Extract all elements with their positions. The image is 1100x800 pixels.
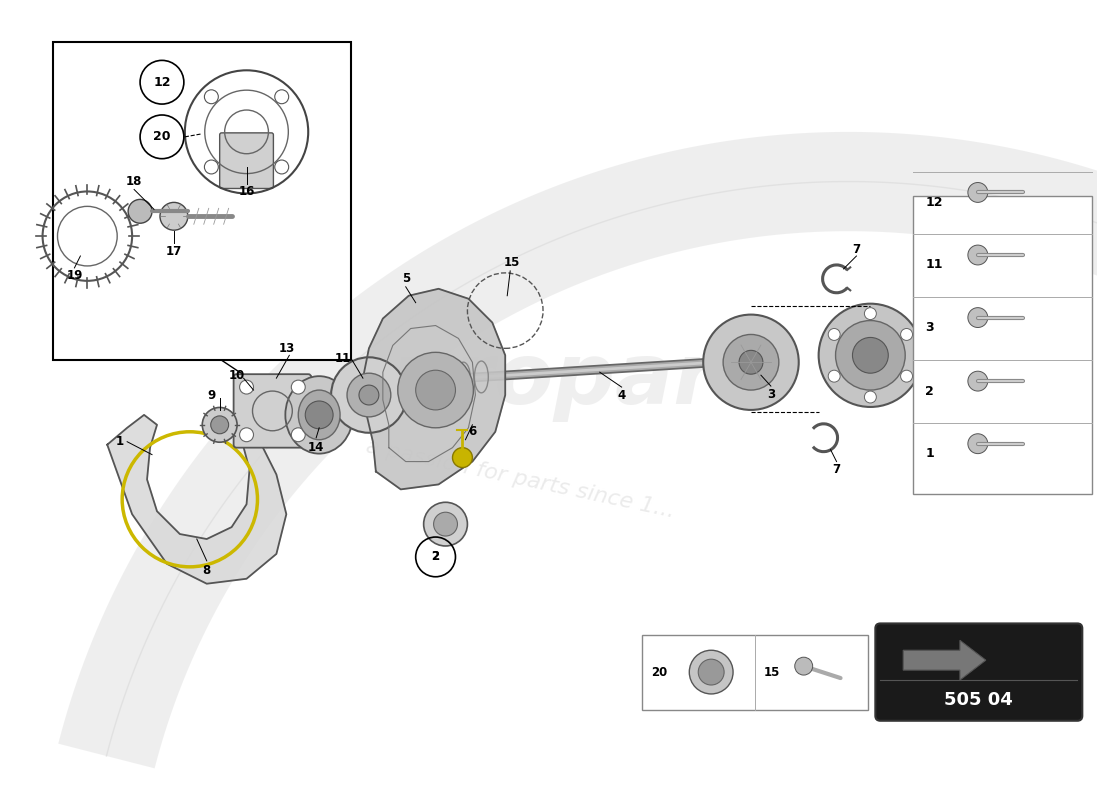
Text: 11: 11	[925, 258, 943, 271]
Text: 20: 20	[153, 130, 170, 143]
Text: 2: 2	[431, 550, 440, 563]
Circle shape	[202, 407, 238, 442]
Circle shape	[240, 428, 253, 442]
Text: 14: 14	[308, 441, 324, 454]
Circle shape	[128, 199, 152, 223]
Text: 16: 16	[239, 185, 255, 198]
Text: europarc: europarc	[332, 338, 768, 422]
FancyBboxPatch shape	[233, 374, 311, 448]
Text: 3: 3	[767, 387, 774, 401]
Text: 13: 13	[278, 342, 295, 355]
Circle shape	[968, 308, 988, 327]
FancyBboxPatch shape	[220, 133, 274, 189]
Text: 2: 2	[431, 550, 440, 563]
FancyBboxPatch shape	[876, 623, 1082, 721]
Circle shape	[275, 90, 288, 104]
Text: a passion for parts since 1...: a passion for parts since 1...	[364, 437, 676, 522]
Circle shape	[416, 370, 455, 410]
Circle shape	[828, 329, 840, 341]
Circle shape	[398, 352, 473, 428]
Text: 10: 10	[229, 369, 244, 382]
Text: 1: 1	[117, 435, 124, 448]
Text: 505 04: 505 04	[945, 691, 1013, 709]
Text: 12: 12	[153, 76, 170, 89]
Circle shape	[305, 401, 333, 429]
Circle shape	[160, 202, 188, 230]
Text: 7: 7	[852, 242, 860, 255]
Text: 19: 19	[66, 270, 82, 282]
Polygon shape	[58, 132, 1100, 768]
Ellipse shape	[285, 376, 353, 454]
Circle shape	[901, 370, 913, 382]
Circle shape	[968, 245, 988, 265]
Circle shape	[818, 304, 922, 407]
Circle shape	[240, 380, 253, 394]
Circle shape	[331, 358, 407, 433]
Text: 9: 9	[208, 389, 216, 402]
Circle shape	[346, 373, 390, 417]
Circle shape	[205, 160, 218, 174]
Text: 18: 18	[125, 175, 142, 188]
Circle shape	[703, 314, 799, 410]
Text: 17: 17	[166, 245, 182, 258]
Circle shape	[452, 448, 472, 467]
Text: 1: 1	[925, 447, 934, 460]
Circle shape	[828, 370, 840, 382]
Circle shape	[968, 371, 988, 391]
Text: 12: 12	[925, 196, 943, 209]
Text: 15: 15	[504, 257, 520, 270]
Polygon shape	[107, 410, 286, 584]
Circle shape	[852, 338, 889, 373]
Circle shape	[211, 416, 229, 434]
Text: 11: 11	[334, 352, 351, 365]
Circle shape	[359, 385, 378, 405]
Text: 4: 4	[617, 389, 626, 402]
Circle shape	[795, 658, 813, 675]
Bar	[913, 197, 1092, 494]
Bar	[641, 635, 868, 710]
Text: 20: 20	[651, 666, 668, 678]
Bar	[53, 42, 351, 360]
Circle shape	[698, 659, 724, 685]
Circle shape	[739, 350, 763, 374]
Circle shape	[968, 434, 988, 454]
Circle shape	[865, 308, 877, 319]
Circle shape	[690, 650, 733, 694]
Circle shape	[292, 380, 305, 394]
Polygon shape	[363, 289, 505, 490]
Text: 6: 6	[469, 426, 476, 438]
Text: 15: 15	[763, 666, 780, 678]
Circle shape	[292, 428, 305, 442]
Circle shape	[723, 334, 779, 390]
Text: 7: 7	[833, 463, 840, 476]
Circle shape	[205, 90, 218, 104]
Circle shape	[836, 321, 905, 390]
Text: 2: 2	[925, 385, 934, 398]
Circle shape	[901, 329, 913, 341]
Circle shape	[424, 502, 468, 546]
Text: 8: 8	[202, 564, 211, 578]
Ellipse shape	[298, 390, 340, 440]
Circle shape	[275, 160, 288, 174]
Text: 5: 5	[402, 272, 410, 286]
Circle shape	[433, 512, 458, 536]
Polygon shape	[903, 640, 986, 680]
Circle shape	[968, 182, 988, 202]
Text: 3: 3	[925, 321, 934, 334]
Circle shape	[865, 391, 877, 403]
